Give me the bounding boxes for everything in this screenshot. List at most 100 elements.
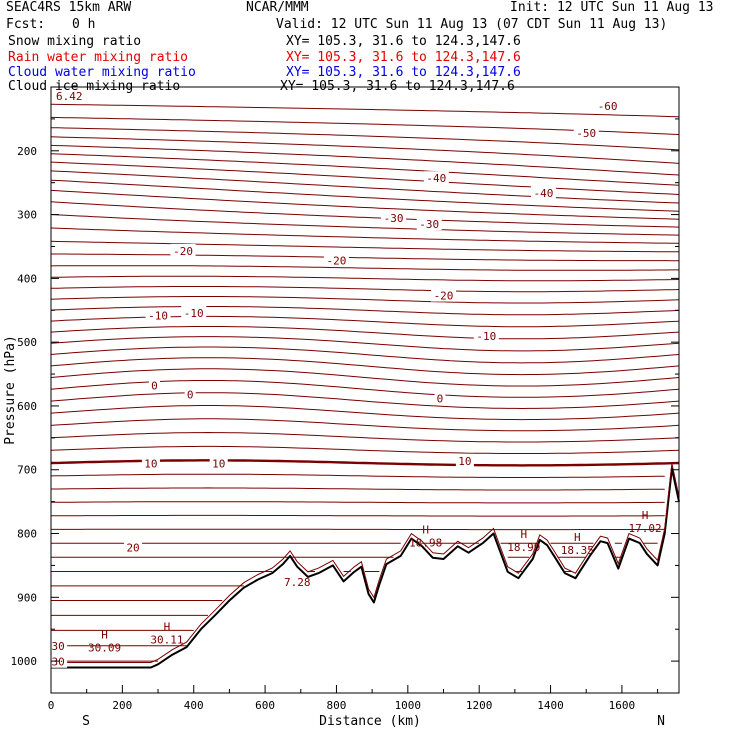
contour-label: 10 (212, 457, 225, 470)
contour-label-bg (573, 125, 599, 139)
x-tick-label: 600 (255, 699, 275, 712)
contour-label-bg (431, 288, 456, 302)
y-tick-label: 500 (17, 336, 37, 349)
isotherm-contour (50, 201, 680, 228)
contour-label-bg (423, 171, 449, 185)
isotherm-contour (50, 103, 680, 118)
contour-label-bg (473, 328, 499, 342)
contour-label: -30 (384, 212, 404, 225)
isotherm-contour (51, 474, 679, 477)
y-tick-label: 300 (17, 209, 37, 222)
isotherm-contour (50, 445, 680, 454)
maximum-value: 7.28 (284, 576, 311, 589)
contour-label: 0 (187, 388, 194, 401)
contour-label: 30 (52, 656, 65, 669)
contour-label: -10 (476, 330, 496, 343)
fcst-value: 0 h (72, 17, 96, 32)
near-surface-contour (51, 463, 680, 663)
contour-labels: -60 -50 -40 -40 -30 -30 -20 -20 -20 -10 -10 -10 0 0 0 1… (49, 99, 621, 669)
isotherm-contour (51, 488, 679, 490)
maximum-value: 18.98 (409, 536, 442, 549)
y-tick-label: 800 (17, 528, 37, 541)
isotherm-contour (50, 144, 680, 176)
contour-label: 0 (151, 380, 158, 393)
contour-label: 10 (458, 455, 471, 468)
contour-label: 30 (52, 640, 65, 653)
contour-label: -50 (576, 127, 596, 140)
isotherm-contour (50, 227, 680, 244)
fcst-label: Fcst: (6, 17, 46, 32)
contour-label: -40 (533, 187, 553, 200)
contour-label-bg (181, 305, 207, 319)
model-title: SEAC4RS 15km ARW (6, 0, 132, 15)
isotherm-contours (50, 103, 680, 662)
isotherm-contour (50, 368, 680, 387)
maximum-marker: H (422, 523, 429, 536)
maximum-marker: H (574, 531, 581, 544)
x-tick-label: 200 (112, 699, 132, 712)
maximum-marker: H (520, 528, 527, 541)
corner-label-south: S (82, 714, 90, 729)
contour-label-bg (455, 453, 474, 467)
maximum-marker: H (101, 629, 108, 642)
isotherm-contour (50, 346, 680, 364)
x-tick-label: 1200 (466, 699, 493, 712)
contour-label-bg (416, 217, 442, 231)
maximum-value: 18.35 (561, 544, 594, 557)
contour-label: -60 (598, 100, 618, 113)
contour-label: -30 (419, 218, 439, 231)
valid-time: Valid: 12 UTC Sun 11 Aug 13 (07 CDT Sun … (276, 17, 668, 32)
organization-label: NCAR/MMM (246, 0, 309, 15)
contour-label-bg (323, 253, 349, 267)
maximum-value: 17.02 (629, 522, 662, 535)
contour-label: -10 (148, 309, 168, 322)
contour-label-bg (530, 185, 556, 199)
isotherm-contour (51, 275, 680, 282)
field-name-snow: Snow mixing ratio (8, 34, 142, 49)
contour-label: 10 (144, 457, 157, 470)
y-tick-label: 700 (17, 464, 37, 477)
contour-label: 20 (126, 542, 139, 555)
x-tick-label: 1400 (537, 699, 564, 712)
y-tick-label: 900 (17, 591, 37, 604)
isotherm-contour (50, 161, 680, 195)
terrain-line (51, 467, 680, 669)
contour-label-bg (141, 456, 160, 470)
maximum-marker: H (164, 620, 171, 633)
maximum-value: 30.11 (150, 633, 183, 646)
contour-label-bg (49, 638, 68, 652)
top-left-value: 6.42 (56, 90, 83, 103)
init-time: Init: 12 UTC Sun 11 Aug 13 (510, 0, 714, 15)
field-xy-rain: XY= 105.3, 31.6 to 124.3,147.6 (286, 50, 521, 65)
y-axis-label: Pressure (hPa) (3, 335, 18, 445)
contour-label: 0 (437, 392, 444, 405)
contour-label: -20 (434, 290, 454, 303)
isotherm-contour (50, 357, 680, 376)
isotherm-contour (50, 214, 680, 236)
x-tick-label: 800 (327, 699, 347, 712)
contour-label-bg (595, 99, 621, 113)
field-xy-snow: XY= 105.3, 31.6 to 124.3,147.6 (286, 34, 521, 49)
terrain-layer (51, 463, 680, 669)
y-tick-label: 400 (17, 272, 37, 285)
field-name-cloud-water: Cloud water mixing ratio (8, 65, 196, 80)
y-tick-label: 1000 (11, 655, 38, 668)
contour-label-bg (170, 243, 196, 257)
contour-label: -20 (327, 255, 347, 268)
isotherm-contour (50, 392, 680, 410)
maximum-marker: H (642, 509, 649, 522)
x-tick-label: 1000 (395, 699, 422, 712)
x-axis-label: Distance (km) (319, 714, 421, 729)
isotherm-contour (50, 431, 680, 443)
isotherm-contour (50, 315, 680, 328)
corner-label-north: N (657, 714, 665, 729)
isotherm-contour (50, 514, 665, 517)
isotherm-contour (51, 253, 679, 262)
maximum-value: 30.09 (88, 642, 121, 655)
contour-label: -40 (426, 172, 446, 185)
x-tick-label: 0 (48, 699, 55, 712)
axes: 0 200 400 600 800 1000 1200 1400 160020030040050… (11, 118, 679, 712)
